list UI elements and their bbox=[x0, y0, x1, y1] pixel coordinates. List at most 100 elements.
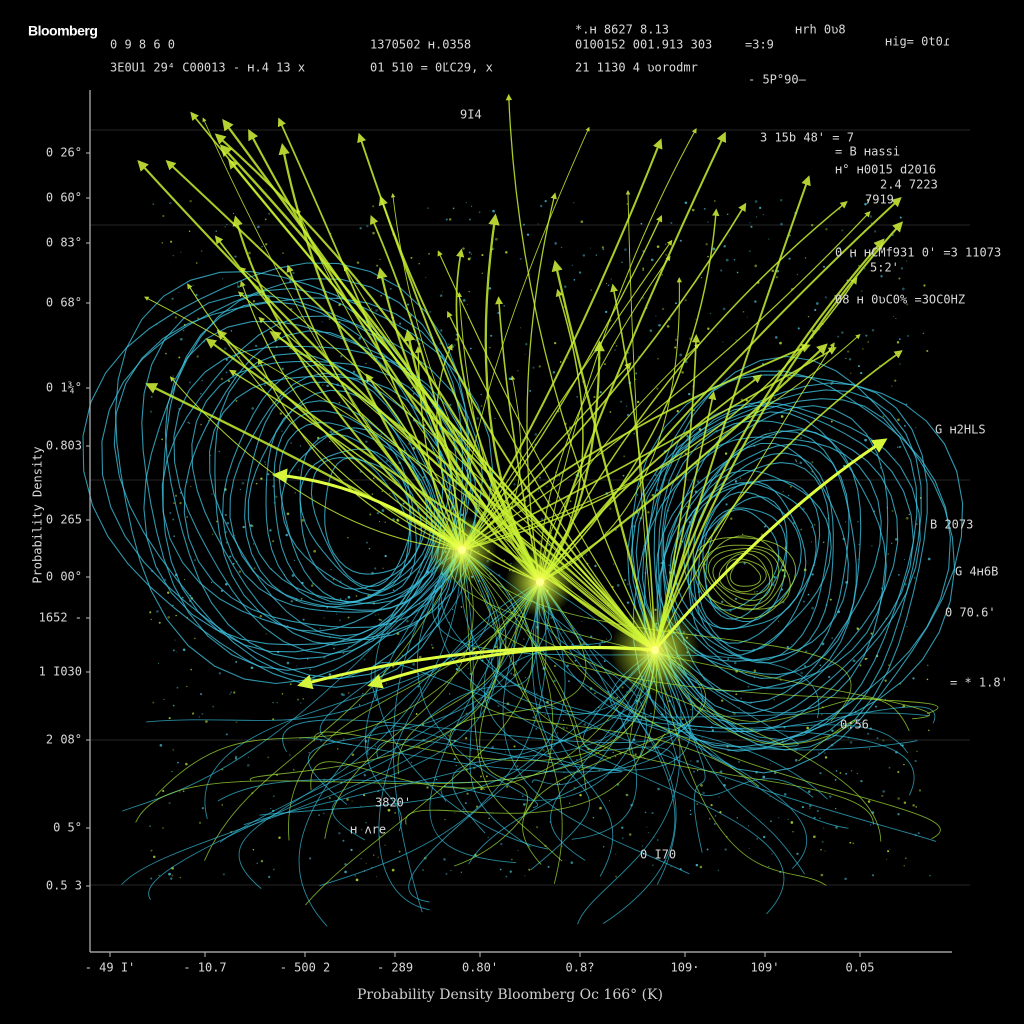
particle bbox=[448, 693, 451, 695]
particle bbox=[309, 857, 312, 860]
particle bbox=[201, 712, 204, 715]
particle bbox=[172, 748, 175, 751]
particle bbox=[657, 787, 660, 791]
particle bbox=[870, 632, 873, 635]
particle bbox=[229, 693, 231, 695]
core bbox=[458, 546, 466, 554]
flow-line bbox=[405, 649, 658, 825]
particle bbox=[346, 798, 349, 801]
particle bbox=[858, 543, 860, 545]
particle bbox=[609, 507, 612, 510]
particle bbox=[867, 800, 871, 803]
swirl bbox=[707, 547, 780, 607]
particle bbox=[462, 808, 465, 811]
particle bbox=[174, 494, 178, 497]
particle bbox=[528, 868, 531, 871]
particle bbox=[762, 775, 766, 779]
flow-line bbox=[531, 649, 656, 785]
particle bbox=[825, 228, 828, 231]
arrow bbox=[461, 126, 590, 551]
particle bbox=[182, 648, 186, 652]
particle bbox=[884, 679, 887, 682]
particle bbox=[787, 818, 789, 820]
y-labels: 0 00° bbox=[46, 570, 82, 584]
particle bbox=[398, 850, 401, 853]
arrow bbox=[539, 277, 682, 583]
particle bbox=[260, 860, 264, 863]
particle bbox=[913, 577, 916, 579]
particle bbox=[183, 578, 186, 581]
particle bbox=[823, 827, 825, 829]
particle bbox=[511, 858, 513, 861]
particle bbox=[535, 728, 537, 730]
swirl bbox=[299, 448, 411, 592]
particle bbox=[848, 357, 852, 361]
particle bbox=[566, 727, 568, 729]
y-labels: 0 1¾° bbox=[46, 381, 82, 395]
arrow bbox=[539, 131, 726, 583]
particle bbox=[218, 672, 221, 675]
flow-line bbox=[460, 549, 828, 800]
x-labels: 109· bbox=[671, 961, 700, 975]
particle bbox=[205, 720, 208, 723]
particle bbox=[519, 327, 521, 329]
particle bbox=[649, 712, 652, 715]
flow-line bbox=[135, 649, 656, 823]
particle bbox=[422, 476, 425, 479]
particle bbox=[763, 835, 766, 839]
particle bbox=[453, 758, 456, 761]
particle bbox=[517, 849, 519, 852]
particle bbox=[837, 335, 840, 338]
flow-line bbox=[654, 649, 805, 875]
particle bbox=[912, 804, 915, 807]
particle bbox=[289, 348, 291, 350]
particle bbox=[721, 600, 724, 604]
particle bbox=[322, 812, 325, 815]
particle bbox=[179, 502, 182, 505]
particle bbox=[272, 868, 275, 871]
arrow bbox=[169, 376, 463, 551]
swirl bbox=[209, 375, 444, 637]
y-labels: 0 265 bbox=[46, 513, 82, 527]
particle bbox=[727, 658, 730, 661]
swirl bbox=[630, 389, 922, 745]
particle bbox=[174, 316, 178, 319]
particle bbox=[406, 303, 409, 306]
particle bbox=[300, 702, 302, 704]
particle bbox=[188, 422, 191, 424]
particle bbox=[582, 254, 586, 257]
arrow bbox=[654, 175, 811, 651]
particle bbox=[869, 215, 873, 218]
particle bbox=[615, 875, 617, 878]
flow-line bbox=[324, 549, 474, 839]
particle bbox=[860, 779, 863, 783]
particle bbox=[553, 664, 557, 668]
flow-line bbox=[461, 549, 531, 848]
particle bbox=[152, 203, 155, 206]
particle bbox=[503, 304, 506, 307]
particle bbox=[897, 446, 899, 448]
particle bbox=[369, 513, 372, 516]
particle bbox=[169, 201, 172, 205]
particle bbox=[389, 493, 391, 495]
particle bbox=[898, 338, 901, 341]
particle bbox=[616, 583, 620, 587]
particle bbox=[864, 267, 866, 270]
particle bbox=[684, 299, 687, 302]
particle bbox=[524, 353, 526, 355]
arrow bbox=[526, 192, 557, 583]
particle bbox=[788, 257, 791, 260]
particle bbox=[162, 214, 165, 218]
particle bbox=[265, 633, 267, 635]
particle bbox=[831, 637, 834, 639]
particle bbox=[378, 618, 381, 621]
swirl bbox=[273, 410, 432, 604]
particle bbox=[150, 618, 152, 621]
particle bbox=[857, 520, 859, 523]
particle bbox=[581, 620, 583, 622]
particle bbox=[302, 618, 305, 621]
particle bbox=[161, 241, 164, 244]
particle bbox=[621, 826, 624, 829]
particle bbox=[857, 558, 859, 561]
particle bbox=[538, 476, 541, 479]
